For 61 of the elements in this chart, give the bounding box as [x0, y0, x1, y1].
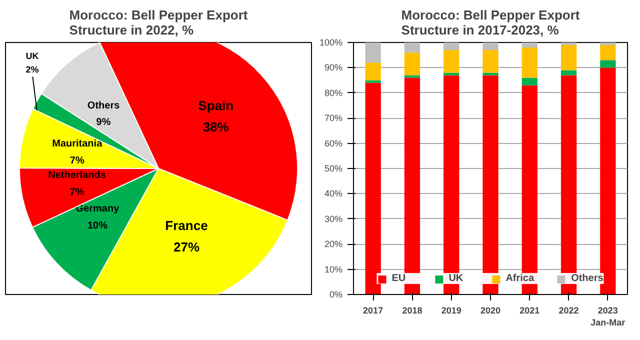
bar [522, 48, 538, 78]
x-tick-label: 2022 [558, 306, 579, 316]
x-tick-label: 2023 Jan-Mar [590, 306, 626, 328]
slice-label: Germany [76, 204, 120, 215]
bar [444, 42, 460, 50]
data-label: 10% [87, 220, 108, 232]
bar [522, 42, 538, 48]
slice-label: Netherlands [48, 170, 106, 182]
x-tick-label: 2021 [520, 306, 540, 316]
bar [444, 72, 460, 76]
bar [444, 50, 460, 73]
y-tick-label: 90% [324, 62, 342, 73]
data-label: 7% [70, 186, 84, 198]
slice-label: Mauritania [52, 138, 103, 150]
x-tick-label: 2020 [480, 306, 501, 316]
bar [365, 62, 381, 80]
slice-label: Others [87, 100, 120, 112]
legend-label: UK [448, 273, 464, 284]
x-tick-label: 2019 [441, 306, 462, 316]
bar [365, 42, 381, 63]
data-label: 27% [173, 240, 200, 255]
legend-label: Africa [506, 273, 534, 284]
bar [560, 42, 577, 46]
bar [482, 50, 498, 73]
bar [404, 52, 420, 76]
slice-label: France [165, 218, 208, 234]
x-tick-label: 2018 [402, 306, 422, 316]
data-label: 2% [26, 64, 39, 74]
y-tick-label: 50% [324, 164, 342, 174]
chart-title: Morocco: Bell Pepper Export Structure in 2022, % [69, 8, 248, 38]
y-tick-label: 10% [324, 264, 342, 274]
series-label: EU [392, 273, 407, 284]
y-tick-label: 80% [324, 88, 342, 98]
bar [404, 42, 420, 53]
slice-label: Spain [198, 98, 234, 113]
y-tick-label: 20% [324, 239, 342, 250]
bar [560, 70, 577, 76]
bar [482, 72, 498, 76]
bar [522, 78, 538, 86]
bar [365, 80, 381, 83]
y-tick-label: 70% [324, 113, 342, 124]
bar [404, 75, 420, 78]
data-label: 9% [96, 117, 111, 128]
bar [600, 45, 616, 60]
legend-label: Others [571, 273, 604, 284]
bar [482, 42, 498, 50]
bar [600, 42, 616, 46]
bar [560, 45, 577, 70]
chart-title: Morocco: Bell Pepper Export Structure in 2017-2023, % [401, 8, 580, 38]
bar [600, 60, 616, 68]
y-tick-label: 60% [324, 138, 342, 148]
slice-label: UK [26, 51, 40, 62]
y-tick-label: 100% [319, 38, 343, 48]
bar [482, 75, 498, 294]
y-tick-label: 30% [324, 214, 342, 224]
x-tick-label: 2017 [363, 306, 384, 316]
y-tick-label: 0% [329, 290, 343, 300]
bar [404, 78, 420, 294]
y-tick-label: 40% [324, 188, 342, 199]
data-label: 7% [70, 155, 84, 166]
data-label: 38% [202, 119, 230, 134]
